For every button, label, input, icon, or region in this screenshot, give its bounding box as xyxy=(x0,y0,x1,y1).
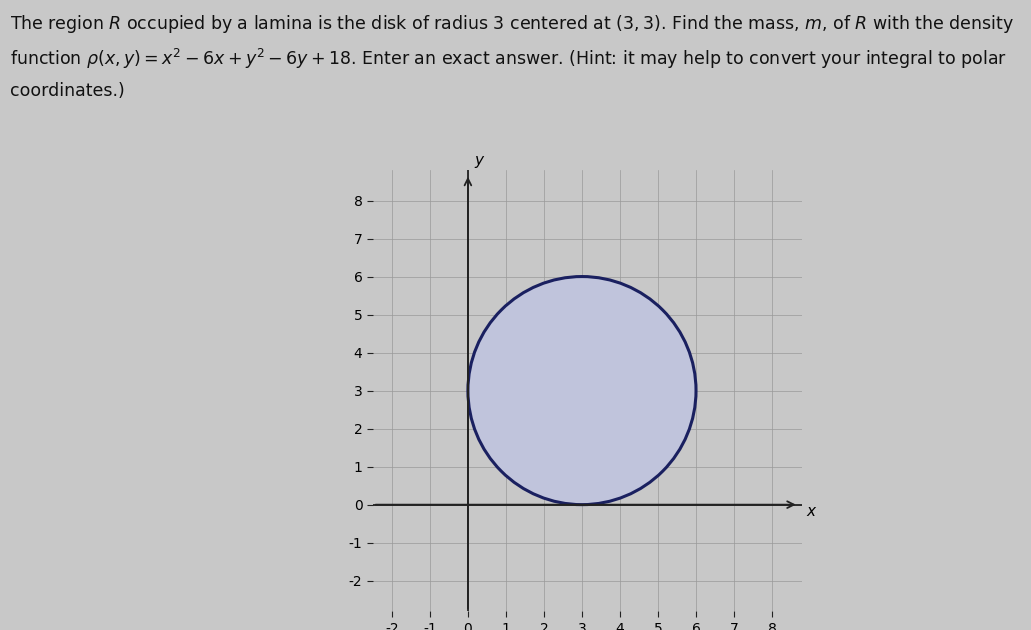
Text: $x$: $x$ xyxy=(806,504,818,519)
Text: $y$: $y$ xyxy=(473,154,486,170)
Text: function $\rho(x, y) = x^2 - 6x + y^2 - 6y + 18$. Enter an exact answer. (Hint: : function $\rho(x, y) = x^2 - 6x + y^2 - … xyxy=(10,47,1007,71)
Text: coordinates.): coordinates.) xyxy=(10,82,125,100)
Circle shape xyxy=(468,277,696,505)
Text: The region $R$ occupied by a lamina is the disk of radius 3 centered at $(3, 3)$: The region $R$ occupied by a lamina is t… xyxy=(10,13,1015,35)
